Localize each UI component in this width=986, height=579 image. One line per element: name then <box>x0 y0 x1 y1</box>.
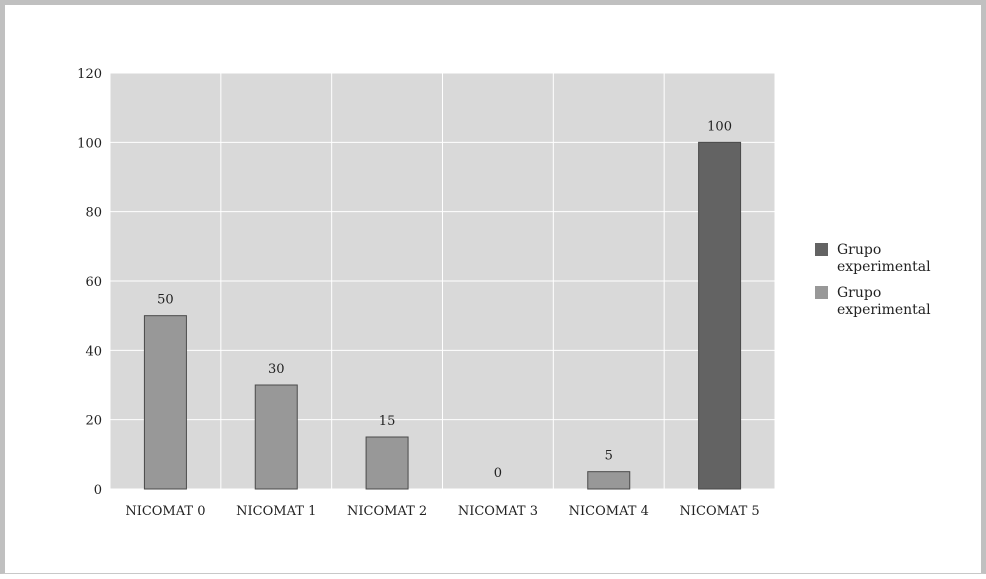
legend: Grupo experimental Grupo experimental <box>815 242 931 318</box>
y-tick-label: 40 <box>85 344 102 359</box>
x-tick-label: NICOMAT 3 <box>458 504 538 519</box>
legend-swatch <box>815 243 828 256</box>
x-axis: NICOMAT 0 NICOMAT 1 NICOMAT 2 NICOMAT 3 NICO… <box>125 504 759 519</box>
data-label: 100 <box>707 119 732 134</box>
y-tick-label: 0 <box>94 483 102 498</box>
bar <box>254 384 298 490</box>
data-label: 50 <box>157 293 174 308</box>
x-tick-label: NICOMAT 0 <box>125 504 205 519</box>
bar <box>143 315 187 490</box>
data-label: 5 <box>605 449 613 464</box>
legend-label: Grupo experimental <box>837 285 931 318</box>
y-tick-label: 100 <box>77 136 102 151</box>
y-tick-label: 60 <box>85 275 102 290</box>
legend-swatch <box>815 286 828 299</box>
data-label: 15 <box>379 414 396 429</box>
y-axis: 0 20 40 60 80 100 120 <box>77 67 102 498</box>
x-tick-label: NICOMAT 4 <box>569 504 649 519</box>
x-tick-label: NICOMAT 5 <box>679 504 759 519</box>
bar <box>587 471 631 490</box>
bar <box>365 436 409 490</box>
plot-area <box>109 72 776 490</box>
y-tick-label: 120 <box>77 67 102 82</box>
y-tick-label: 80 <box>85 206 102 221</box>
bars <box>143 141 742 490</box>
x-tick-label: NICOMAT 2 <box>347 504 427 519</box>
data-labels: 50 30 15 0 5 100 <box>157 119 732 481</box>
x-tick-label: NICOMAT 1 <box>236 504 316 519</box>
data-label: 30 <box>268 362 285 377</box>
bar <box>698 141 742 490</box>
y-tick-label: 20 <box>85 414 102 429</box>
legend-label: Grupo experimental <box>837 242 931 275</box>
data-label: 0 <box>494 466 502 481</box>
